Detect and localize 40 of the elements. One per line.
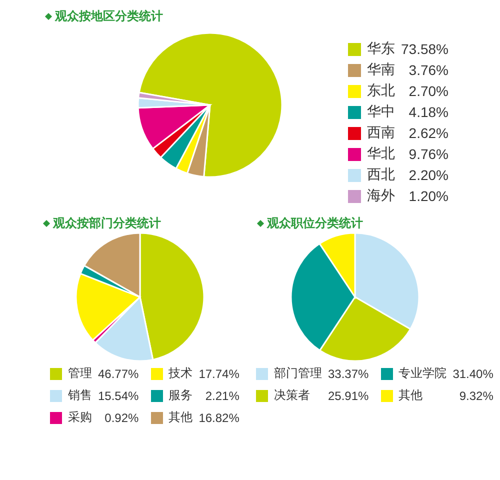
data-label: 1.20% [408, 188, 448, 204]
data-label: 9.32% [458, 388, 494, 402]
data-label: 25.91% [328, 388, 369, 402]
legend-label: 其他 [168, 409, 193, 426]
data-label: 2.62% [408, 125, 448, 141]
legend-label: 华中 [367, 103, 395, 121]
legend-label: 海外 [367, 187, 395, 205]
legend-label: 销售 [68, 387, 92, 404]
legend-label: 部门管理 [274, 365, 322, 382]
legend-label: 采购 [68, 409, 92, 426]
chart-title: 观众按部门分类统计 [53, 215, 161, 232]
legend-label: 西南 [367, 124, 395, 142]
legend-label: 华北 [367, 145, 395, 163]
legend-label: 西北 [367, 166, 395, 184]
chart-title: 观众职位分类统计 [267, 215, 363, 232]
data-label: 31.40% [452, 366, 494, 380]
data-label: 2.70% [408, 83, 448, 99]
data-label: 3.76% [408, 62, 448, 78]
data-label: 33.37% [328, 366, 369, 380]
legend-label: 华东 [367, 40, 395, 58]
data-label: 2.21% [204, 388, 240, 402]
data-label: 17.74% [198, 366, 240, 380]
legend-label: 技术 [168, 365, 193, 382]
data-label: 15.54% [98, 388, 139, 402]
data-label: 46.77% [98, 366, 139, 380]
legend-label: 决策者 [274, 387, 311, 404]
legend-label: 管理 [68, 365, 92, 382]
pie-slice [138, 32, 283, 178]
chart-title: 观众按地区分类统计 [55, 8, 163, 25]
legend-label: 华南 [367, 61, 395, 79]
data-label: 0.92% [104, 410, 139, 424]
data-label: 73.58% [401, 41, 448, 57]
legend-label: 专业学院 [398, 365, 447, 382]
legend-label: 其他 [398, 387, 424, 404]
data-label: 2.20% [408, 167, 448, 183]
data-label: 4.18% [408, 104, 448, 120]
data-label: 16.82% [198, 410, 240, 424]
data-label: 9.76% [408, 146, 448, 162]
legend-label: 东北 [367, 82, 395, 100]
legend-label: 服务 [168, 387, 193, 404]
